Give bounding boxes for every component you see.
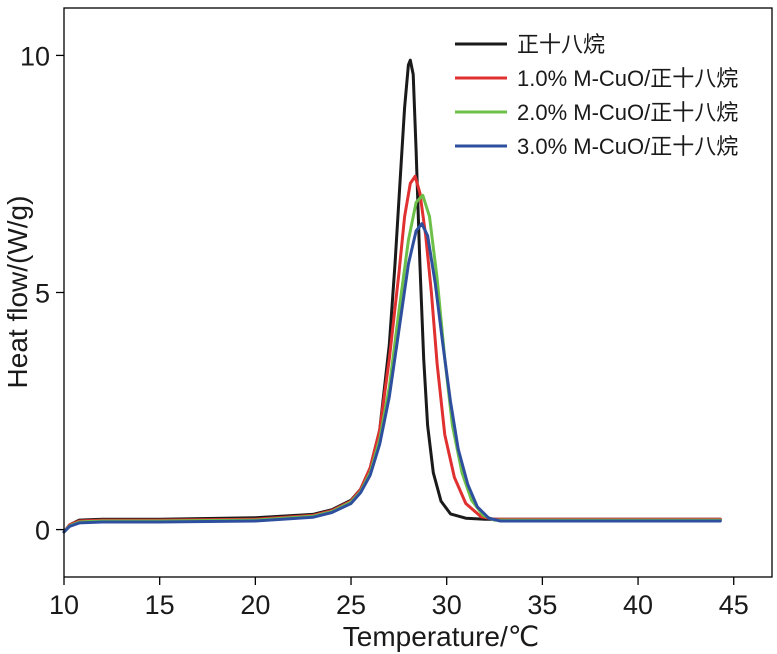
y-axis-title: Heat flow/(W/g) xyxy=(2,196,33,389)
y-tick-label: 5 xyxy=(35,279,50,309)
x-tick-label: 45 xyxy=(719,590,749,620)
series-line-4 xyxy=(62,222,722,534)
plot-area xyxy=(62,58,722,534)
legend: 正十八烷 1.0% M-CuO/正十八烷 2.0% M-CuO/正十八烷 3.0% M… xyxy=(455,32,738,159)
legend-label-1: 正十八烷 xyxy=(517,32,605,57)
y-tick-label: 0 xyxy=(35,516,50,546)
axis-ticks: 10 15 20 25 30 35 40 45 0 5 10 xyxy=(20,41,749,620)
y-tick-label: 10 xyxy=(20,41,50,71)
legend-label-3: 2.0% M-CuO/正十八烷 xyxy=(517,100,738,125)
legend-label-2: 1.0% M-CuO/正十八烷 xyxy=(517,66,738,91)
x-axis-title: Temperature/℃ xyxy=(343,621,539,652)
x-tick-label: 35 xyxy=(527,590,557,620)
legend-label-4: 3.0% M-CuO/正十八烷 xyxy=(517,134,738,159)
series-line-3 xyxy=(62,193,722,534)
series-line-1 xyxy=(62,58,722,534)
axes xyxy=(63,7,773,578)
x-tick-label: 25 xyxy=(336,590,366,620)
x-tick-label: 10 xyxy=(49,590,79,620)
x-tick-label: 30 xyxy=(432,590,462,620)
x-tick-label: 15 xyxy=(145,590,175,620)
x-tick-label: 40 xyxy=(623,590,653,620)
plot-frame xyxy=(63,7,773,578)
x-tick-label: 20 xyxy=(240,590,270,620)
